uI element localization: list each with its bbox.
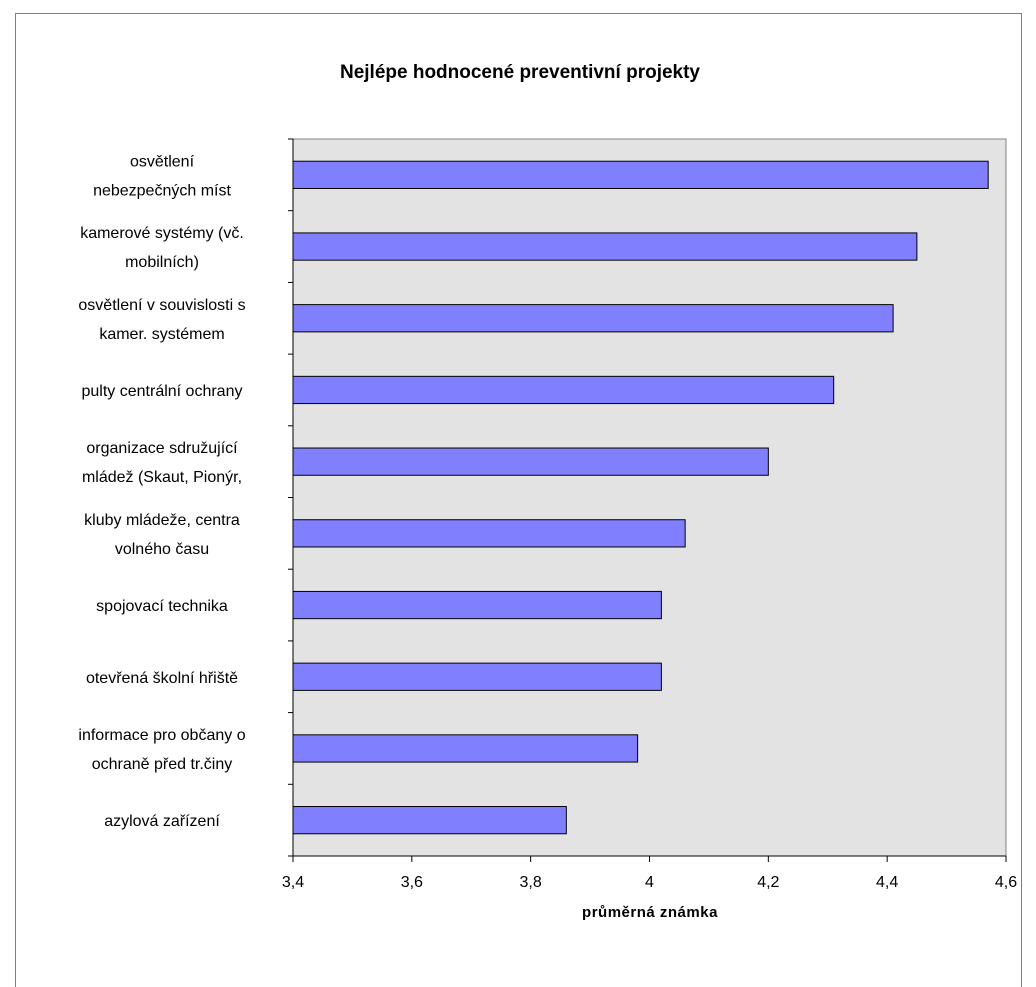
bar xyxy=(292,806,567,835)
category-label: kamerové systémy (vč. xyxy=(80,225,244,242)
category-label: pulty centrální ochrany xyxy=(82,383,243,400)
category-label: informace pro občany o xyxy=(78,727,245,744)
bar xyxy=(292,304,894,333)
bar xyxy=(292,734,639,763)
category-label: mobilních) xyxy=(125,254,199,271)
x-tick-label: 4,2 xyxy=(757,874,779,891)
bar xyxy=(292,375,835,405)
category-label: nebezpečných míst xyxy=(93,182,231,199)
x-tick-label: 4,4 xyxy=(876,874,898,891)
category-label: organizace sdružující xyxy=(86,440,238,457)
x-axis-label: průměrná známka xyxy=(582,904,718,921)
x-tick-label: 4,6 xyxy=(995,874,1017,891)
axis-ticks xyxy=(288,138,1007,862)
category-labels: osvětlení nebezpečných míst kamerové systé… xyxy=(78,153,245,830)
x-tick-label: 3,4 xyxy=(282,874,304,891)
bar xyxy=(292,232,918,261)
x-tick-labels: 3,4 3,6 3,8 4 4,2 4,4 4,6 xyxy=(282,874,1017,891)
bars xyxy=(292,160,989,835)
category-label: kluby mládeže, centra xyxy=(84,512,240,529)
x-tick-label: 4 xyxy=(645,874,654,891)
bar xyxy=(292,160,989,189)
category-label: otevřená školní hřiště xyxy=(86,670,238,687)
category-label: osvětlení v souvislosti s xyxy=(78,297,245,314)
category-label: ochraně před tr.činy xyxy=(92,756,233,773)
x-tick-label: 3,6 xyxy=(401,874,423,891)
category-label: osvětlení xyxy=(130,153,195,170)
x-tick-label: 3,8 xyxy=(520,874,542,891)
category-label: mládež (Skaut, Pionýr, xyxy=(82,469,242,486)
category-label: kamer. systémem xyxy=(99,326,224,343)
category-label: volného času xyxy=(115,541,209,558)
bar xyxy=(292,662,662,691)
category-label: azylová zařízení xyxy=(104,813,220,830)
bar xyxy=(292,590,662,620)
bar xyxy=(292,447,769,476)
chart-title: Nejlépe hodnocené preventivní projekty xyxy=(340,62,700,83)
category-label: spojovací technika xyxy=(96,598,228,615)
bar xyxy=(292,519,686,548)
